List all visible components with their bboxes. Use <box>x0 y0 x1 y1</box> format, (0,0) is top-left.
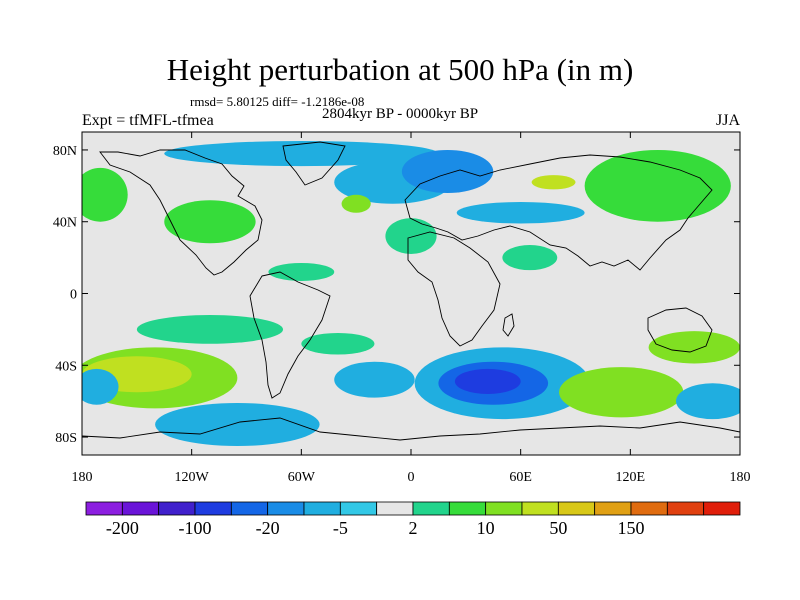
colorbar-swatch <box>703 501 741 516</box>
coastline-madagascar <box>502 313 515 337</box>
colorbar-swatch <box>230 501 269 516</box>
coastline-eurasia <box>404 154 713 271</box>
colorbar-swatch <box>448 501 487 516</box>
colorbar-swatch <box>594 501 632 516</box>
colorbar-swatch <box>158 501 196 516</box>
colorbar-swatch <box>121 501 160 516</box>
lon-tick-label: 60E <box>509 470 532 485</box>
lon-tick-label: 0 <box>408 470 415 485</box>
colorbar-swatch <box>666 501 705 516</box>
colorbar-swatch <box>485 501 523 516</box>
colorbar: -200 -100 -20 -5 2 10 50 150 <box>85 501 741 538</box>
field-contour-19 <box>82 167 128 222</box>
field-contour-13 <box>164 140 439 167</box>
lon-tick-label: 120E <box>616 470 646 485</box>
colorbar-swatch <box>194 501 232 516</box>
lon-tick-label: 60W <box>288 470 316 485</box>
lat-tick-label: 40N <box>53 216 77 231</box>
colorbar-swatch <box>267 501 305 516</box>
lat-tick-label: 40S <box>55 359 77 374</box>
colorbar-label: 150 <box>618 518 645 538</box>
field-contour-24 <box>268 262 335 281</box>
field-contour-16 <box>456 201 585 224</box>
colorbar-swatch <box>376 501 414 516</box>
field-contour-5 <box>454 368 521 394</box>
colorbar-swatch <box>630 501 668 516</box>
field-contour-12 <box>301 332 375 355</box>
field-contour-22 <box>385 218 437 255</box>
coastline-africa <box>407 231 501 347</box>
field-contour-8 <box>676 383 740 420</box>
colorbar-swatch <box>85 501 123 516</box>
colorbar-swatch <box>339 501 378 516</box>
field-contour-18 <box>531 175 576 190</box>
lon-tick-label: 180 <box>72 470 93 485</box>
coastline-antarctica <box>82 417 740 441</box>
field-contour-6 <box>559 367 684 418</box>
colorbar-label: 10 <box>477 518 495 538</box>
field-contour-21 <box>341 194 371 213</box>
longitude-ticks: 180 120W 60W 0 60E 120E 180 <box>72 132 751 485</box>
coastline-south-america <box>249 271 331 399</box>
lat-tick-label: 80S <box>55 431 77 446</box>
plot-subtitle: 2804kyr BP - 0000kyr BP <box>322 106 479 122</box>
field-contour-20 <box>164 200 256 244</box>
lon-tick-label: 120W <box>175 470 210 485</box>
field-contour-7 <box>648 331 740 364</box>
field-contour-15 <box>401 149 494 194</box>
field-contour-10 <box>334 361 415 398</box>
field-contour-23 <box>502 245 558 271</box>
field-contour-2 <box>82 368 119 405</box>
coastline-greenland <box>282 141 346 186</box>
coastline-north-america <box>99 149 263 276</box>
field-contour-17 <box>584 149 731 222</box>
lat-tick-label: 80N <box>53 144 77 159</box>
colorbar-swatch <box>521 501 559 516</box>
latitude-ticks: 80N 40N 0 40S 80S <box>53 144 740 446</box>
colorbar-label: 50 <box>549 518 567 538</box>
colorbar-swatch <box>557 501 596 516</box>
colorbar-label: -100 <box>179 518 212 538</box>
colorbar-label: -200 <box>106 518 139 538</box>
colorbar-label: -20 <box>256 518 280 538</box>
colorbar-label: -5 <box>333 518 348 538</box>
lon-tick-label: 180 <box>730 470 751 485</box>
colorbar-swatch <box>412 501 450 516</box>
colorbar-label: 2 <box>409 518 418 538</box>
season-label: JJA <box>716 112 741 129</box>
stats-line: rmsd= 5.80125 diff= -1.2186e-08 <box>190 94 365 109</box>
field-contour-11 <box>136 315 284 344</box>
lat-tick-label: 0 <box>70 288 77 303</box>
map-area <box>82 132 740 455</box>
plot-title: Height perturbation at 500 hPa (in m) <box>166 52 634 87</box>
coastlines <box>82 141 740 441</box>
experiment-label: Expt = tfMFL-tfmea <box>82 112 214 129</box>
coastline-australia <box>647 307 713 353</box>
colorbar-swatch <box>303 501 341 516</box>
field-contour-9 <box>155 402 320 447</box>
